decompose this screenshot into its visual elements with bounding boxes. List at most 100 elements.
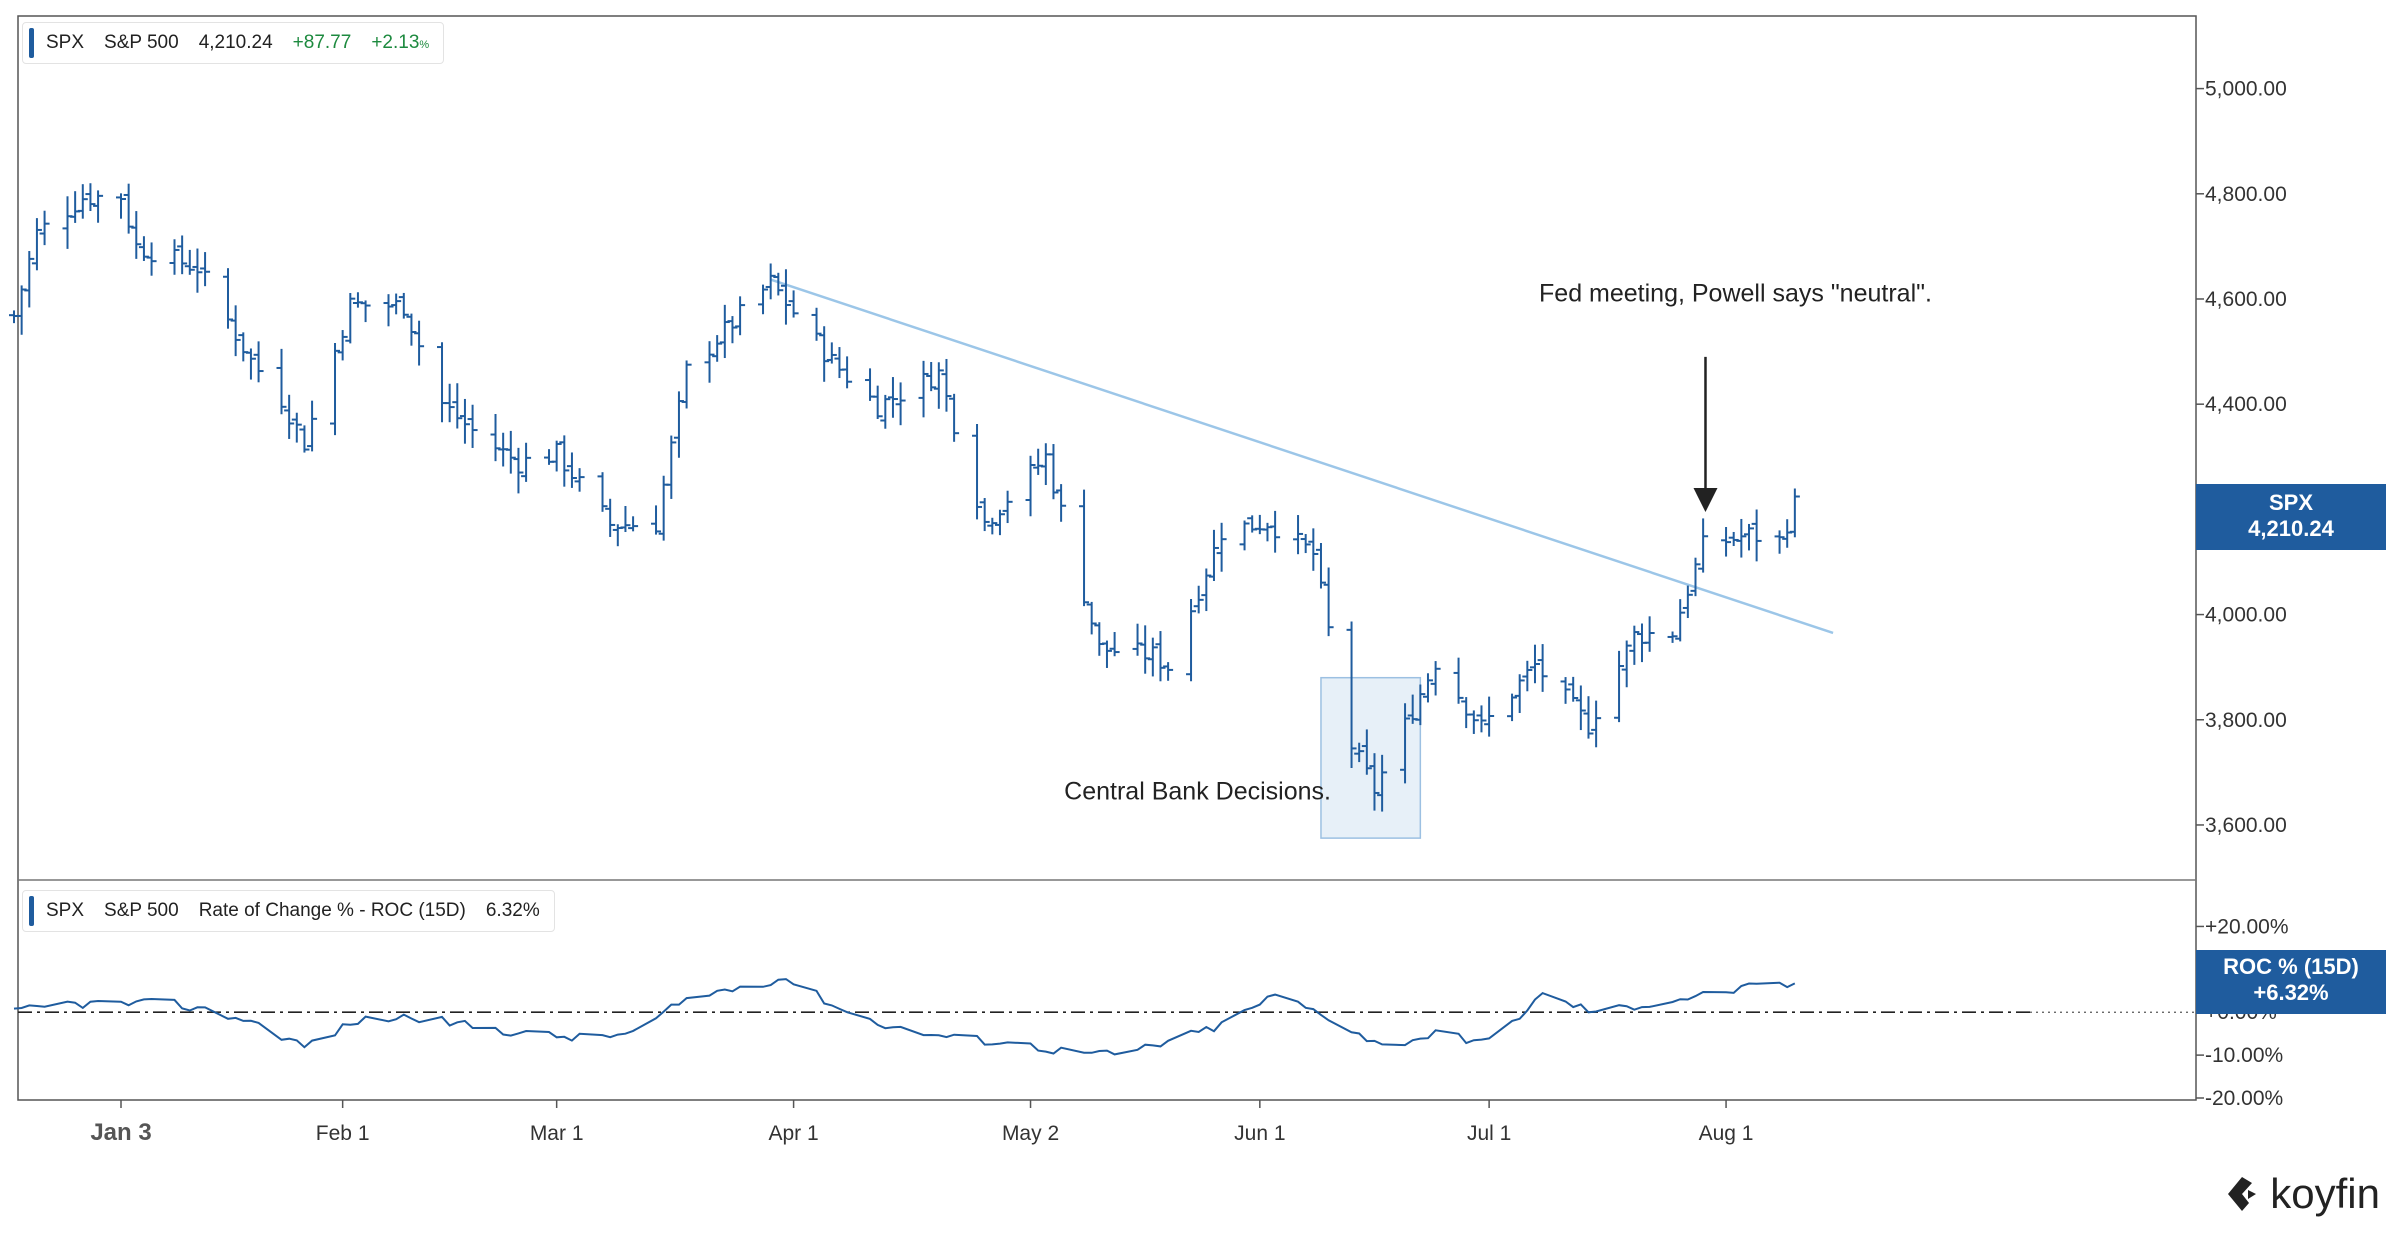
ohlc-bar[interactable] [276,348,287,415]
ohlc-bar[interactable] [1568,676,1579,702]
ohlc-bar[interactable] [146,242,157,276]
ohlc-bar[interactable] [352,292,363,308]
ohlc-bar[interactable] [1728,531,1739,547]
ohlc-bar[interactable] [1514,674,1525,714]
ohlc-bar[interactable] [406,313,417,346]
ohlc-bar[interactable] [398,292,409,319]
ohlc-bar[interactable] [1155,631,1166,682]
ohlc-bar[interactable] [819,326,830,382]
ohlc-bar[interactable] [192,248,203,293]
ohlc-bar[interactable] [566,452,577,488]
ohlc-bar[interactable] [620,505,631,533]
ohlc-bar[interactable] [505,430,516,474]
ohlc-bar[interactable] [1644,616,1655,652]
ohlc-bar[interactable] [1789,488,1800,538]
ohlc-bar[interactable] [1315,542,1326,589]
ohlc-bar[interactable] [704,341,715,383]
ohlc-bar[interactable] [1094,622,1105,656]
ohlc-bar[interactable] [887,377,898,418]
ohlc-bar[interactable] [1774,530,1785,554]
ohlc-bar[interactable] [345,293,356,344]
ohlc-bar[interactable] [551,440,562,472]
koyfin-logo[interactable]: koyfin [2222,1170,2380,1218]
ohlc-bar[interactable] [223,268,234,329]
ohlc-bar[interactable] [1667,631,1678,643]
ohlc-bar[interactable] [444,383,455,423]
ohlc-bar[interactable] [719,304,730,359]
ohlc-bar[interactable] [1109,632,1120,657]
ohlc-bar[interactable] [1461,697,1472,729]
ohlc-bar[interactable] [1346,621,1357,769]
ohlc-bar[interactable] [1025,455,1036,517]
ohlc-bar[interactable] [1201,568,1212,612]
ohlc-bar[interactable] [77,184,88,219]
ohlc-bar[interactable] [39,210,50,246]
ohlc-bar[interactable] [987,517,998,535]
ohlc-bar[interactable] [1575,685,1586,731]
ohlc-bar[interactable] [1147,637,1158,677]
ohlc-bar[interactable] [758,284,769,315]
ohlc-bar[interactable] [735,296,746,336]
ohlc-bar[interactable] [1239,520,1250,551]
ohlc-bar[interactable] [1682,585,1693,619]
ohlc-bar[interactable] [85,183,96,212]
main-legend[interactable]: SPX S&P 500 4,210.24 +87.77 +2.13% [22,22,445,64]
ohlc-bar[interactable] [383,294,394,327]
ohlc-bar[interactable] [238,332,249,362]
ohlc-bar[interactable] [1033,448,1044,475]
ohlc-bar[interactable] [184,249,195,275]
ohlc-bar[interactable] [459,398,470,444]
ohlc-bar[interactable] [307,400,318,452]
ohlc-bar[interactable] [773,272,784,296]
ohlc-bar[interactable] [597,472,608,512]
ohlc-bar[interactable] [1736,518,1747,558]
ohlc-bar[interactable] [31,218,42,271]
ohlc-bar[interactable] [834,347,845,379]
ohlc-bar[interactable] [131,211,142,259]
ohlc-bar[interactable] [1140,625,1151,674]
ohlc-bar[interactable] [842,356,853,389]
ohlc-bar[interactable] [559,435,570,487]
ohlc-bar[interactable] [1743,523,1754,551]
ohlc-bar[interactable] [1354,742,1365,763]
ohlc-bar[interactable] [1507,693,1518,722]
roc-line[interactable] [13,978,1796,1056]
ohlc-bar[interactable] [605,498,616,537]
ohlc-bar[interactable] [284,394,295,439]
ohlc-bar[interactable] [437,342,448,423]
ohlc-bar[interactable] [933,362,944,409]
ohlc-bar[interactable] [1476,705,1487,733]
ohlc-bar[interactable] [1560,677,1571,704]
ohlc-bar[interactable] [1048,444,1059,500]
ohlc-bar[interactable] [70,191,81,223]
ohlc-bar[interactable] [1591,700,1602,748]
ohlc-bar[interactable] [116,193,127,219]
ohlc-bar[interactable] [1132,623,1143,656]
ohlc-bar[interactable] [972,423,983,520]
ohlc-bar[interactable] [1422,673,1433,703]
ohlc-bar[interactable] [574,468,585,492]
ohlc-bar[interactable] [712,335,723,362]
ohlc-bar[interactable] [123,183,134,234]
roc-legend[interactable]: SPX S&P 500 Rate of Change % - ROC (15D)… [22,890,555,932]
ohlc-bar[interactable] [651,505,662,535]
ohlc-bar[interactable] [360,300,371,323]
roc-series[interactable] [13,978,2390,1056]
ohlc-bar[interactable] [727,316,738,344]
ohlc-bar[interactable] [490,413,501,462]
ohlc-bar[interactable] [245,348,256,380]
ohlc-bar[interactable] [1300,534,1311,554]
ohlc-bar[interactable] [1086,601,1097,635]
ohlc-bar[interactable] [872,385,883,419]
ohlc-bar[interactable] [826,342,837,364]
ohlc-bar[interactable] [1690,557,1701,597]
ohlc-bar[interactable] [1270,510,1281,553]
ohlc-bar[interactable] [681,360,692,409]
ohlc-bar[interactable] [765,263,776,300]
ohlc-bar[interactable] [414,320,425,366]
ohlc-bar[interactable] [1583,696,1594,739]
ohlc-bar[interactable] [1698,518,1709,573]
ohlc-bar[interactable] [1186,599,1197,682]
ohlc-bar[interactable] [949,393,960,442]
